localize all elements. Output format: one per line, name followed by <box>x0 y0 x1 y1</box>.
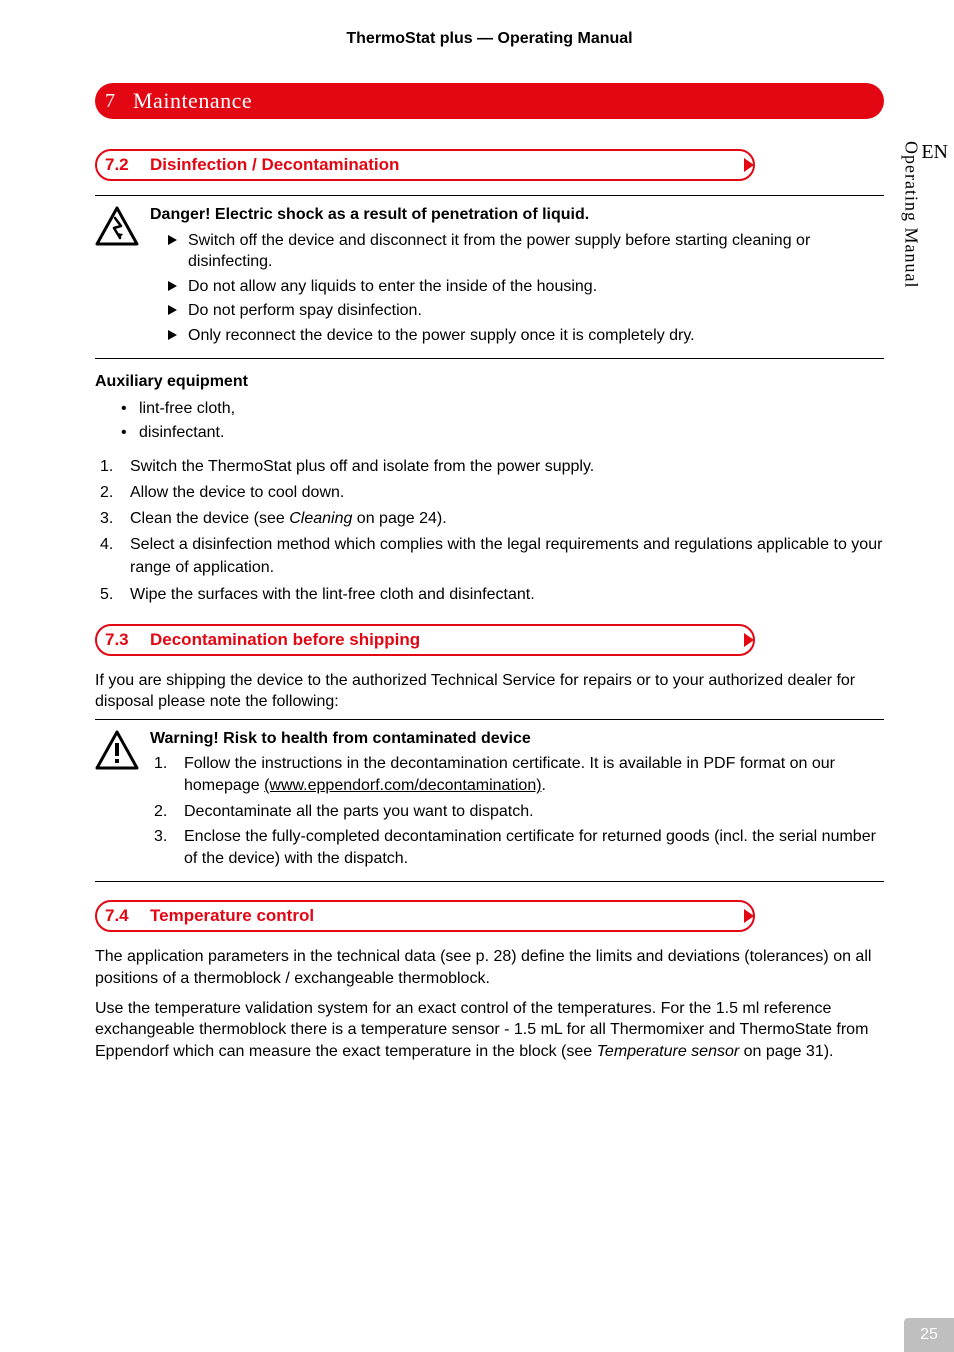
aux-item: disinfectant. <box>121 421 884 445</box>
running-header: ThermoStat plus — Operating Manual <box>95 30 884 48</box>
chapter-number: 7 <box>105 90 133 113</box>
aux-item: lint-free cloth, <box>121 397 884 421</box>
section-title: Temperature control <box>150 906 314 926</box>
divider <box>95 881 884 882</box>
warning-icon <box>95 728 150 770</box>
page-number-badge: 25 <box>904 1318 954 1352</box>
manual-page: ThermoStat plus — Operating Manual 7 Mai… <box>0 0 954 1352</box>
divider <box>95 358 884 359</box>
section-title: Disinfection / Decontamination <box>150 155 399 175</box>
danger-step: Do not perform spay disinfection. <box>168 300 884 322</box>
section-number: 7.4 <box>105 906 150 926</box>
paragraph-7-4-a: The application parameters in the techni… <box>95 946 884 989</box>
intro-paragraph-7-3: If you are shipping the device to the au… <box>95 670 884 713</box>
danger-title: Danger! Electric shock as a result of pe… <box>150 204 884 226</box>
section-heading-7-4: 7.4 Temperature control <box>95 900 755 932</box>
divider <box>95 719 884 720</box>
procedure-7-2-list: 1.Switch the ThermoStat plus off and iso… <box>95 455 884 606</box>
side-tab-label: Operating Manual <box>901 141 921 288</box>
warning-step: 1.Follow the instructions in the deconta… <box>154 753 884 796</box>
electric-shock-icon <box>95 204 150 246</box>
side-tab: EN Operating Manual <box>904 135 954 302</box>
danger-step: Switch off the device and disconnect it … <box>168 230 884 273</box>
procedure-step: 1.Switch the ThermoStat plus off and iso… <box>100 455 884 478</box>
chapter-title: Maintenance <box>133 88 252 114</box>
warning-title: Warning! Risk to health from contaminate… <box>150 728 884 750</box>
procedure-step: 5.Wipe the surfaces with the lint-free c… <box>100 583 884 606</box>
warning-step: 3.Enclose the fully-completed decontamin… <box>154 826 884 869</box>
divider <box>95 195 884 196</box>
section-number: 7.2 <box>105 155 150 175</box>
warning-step-list: 1.Follow the instructions in the deconta… <box>150 753 884 869</box>
aux-equipment-heading: Auxiliary equipment <box>95 373 884 391</box>
section-heading-7-2: 7.2 Disinfection / Decontamination <box>95 149 755 181</box>
language-badge: EN <box>921 141 948 164</box>
procedure-step: 2.Allow the device to cool down. <box>100 481 884 504</box>
procedure-step: 4.Select a disinfection method which com… <box>100 533 884 579</box>
procedure-step: 3.Clean the device (see Cleaning on page… <box>100 507 884 530</box>
warning-alert: Warning! Risk to health from contaminate… <box>95 728 884 874</box>
section-heading-7-3: 7.3 Decontamination before shipping <box>95 624 755 656</box>
warning-step: 2.Decontaminate all the parts you want t… <box>154 801 884 823</box>
danger-alert: Danger! Electric shock as a result of pe… <box>95 204 884 350</box>
aux-equipment-list: lint-free cloth,disinfectant. <box>95 397 884 445</box>
section-number: 7.3 <box>105 630 150 650</box>
chapter-header-bar: 7 Maintenance <box>95 83 884 119</box>
paragraph-7-4-b: Use the temperature validation system fo… <box>95 998 884 1063</box>
danger-step: Do not allow any liquids to enter the in… <box>168 276 884 298</box>
section-title: Decontamination before shipping <box>150 630 420 650</box>
danger-step-list: Switch off the device and disconnect it … <box>150 230 884 347</box>
danger-step: Only reconnect the device to the power s… <box>168 325 884 347</box>
